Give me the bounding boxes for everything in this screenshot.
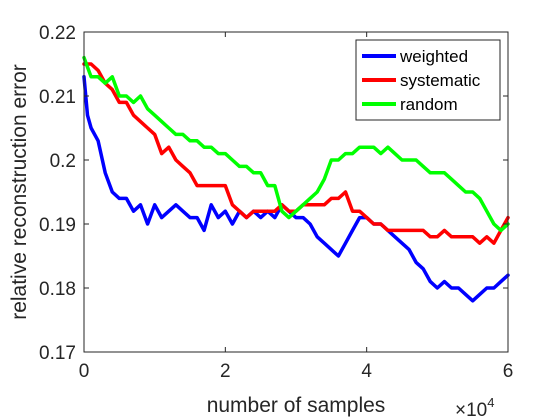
x-tick-label: 6 — [503, 361, 514, 382]
legend: weighted systematic random — [355, 39, 501, 121]
y-tick-label: 0.2 — [50, 151, 76, 172]
x-multiplier-base: ×10 — [455, 400, 487, 420]
y-tick-label: 0.21 — [39, 87, 76, 108]
legend-label-random: random — [400, 95, 458, 114]
x-axis-label: number of samples — [207, 394, 386, 417]
series-line-random — [82, 55, 510, 233]
x-tick-label: 2 — [220, 361, 231, 382]
y-tick-label: 0.22 — [39, 23, 76, 44]
y-tick-label: 0.17 — [39, 343, 76, 364]
y-axis-label: relative reconstruction error — [8, 64, 31, 320]
axes-layer — [83, 31, 509, 353]
x-multiplier: ×104 — [455, 395, 494, 420]
x-tick-label: 0 — [79, 361, 90, 382]
x-tick-label: 4 — [361, 361, 372, 382]
tick-label-layer: 0 2 4 6 0.17 0.18 0.19 0.2 0.21 0.22 — [39, 23, 513, 382]
legend-label-systematic: systematic — [400, 71, 481, 90]
y-tick-label: 0.18 — [39, 279, 76, 300]
x-multiplier-exponent: 4 — [487, 395, 494, 410]
y-tick-label: 0.19 — [39, 215, 76, 236]
axes-box — [83, 31, 509, 353]
legend-label-weighted: weighted — [399, 47, 468, 66]
series-layer — [82, 55, 510, 303]
